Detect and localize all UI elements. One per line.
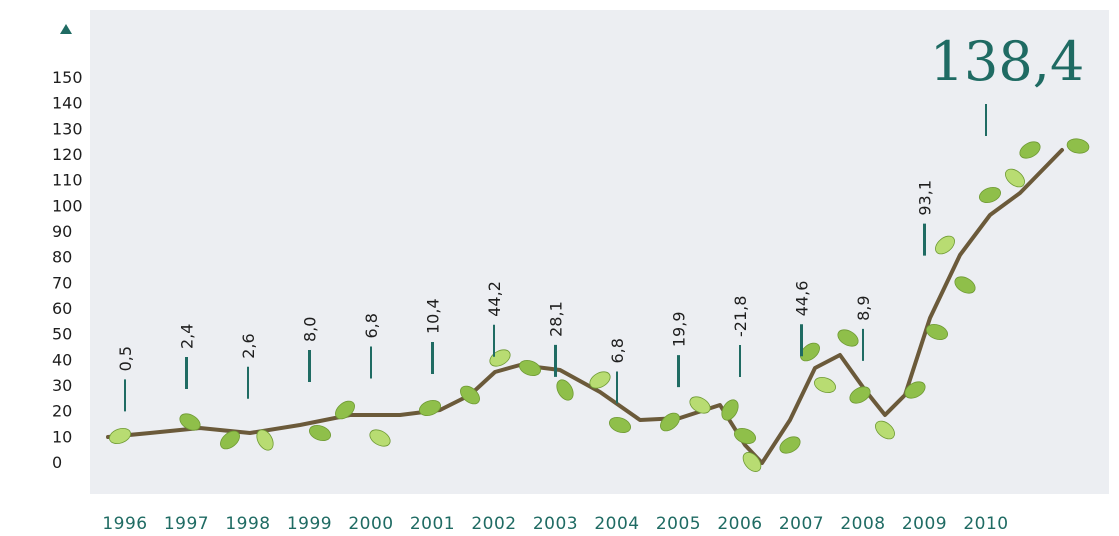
y-tick-label: 10 [52,427,72,446]
leaf [733,428,757,444]
data-label: 8,9 [854,295,873,320]
branch-decoration [106,148,1064,465]
leaf [721,399,739,421]
leaf [904,381,926,399]
x-tick-label: 1996 [102,514,147,534]
data-label: 0,5 [116,346,135,371]
leaf [335,400,355,420]
data-label-highlight: 138,4 [930,30,1085,93]
x-axis: 1996 1997 1998 1999 2000 2001 2002 2003 2004 2005… [102,514,1008,534]
y-tick-label: 0 [52,453,62,472]
leaf [220,430,240,450]
data-label: 44,6 [793,281,812,317]
leaf [742,452,762,472]
y-tick-label: 20 [52,402,72,421]
y-tick-label: 80 [52,248,72,267]
y-axis: 0 10 20 30 40 50 60 70 80 90 100 110 120 130 140 150 [52,68,83,472]
x-tick-label: 2010 [963,514,1008,534]
leaf [660,412,680,432]
data-label: 2,6 [239,333,258,358]
leaf-decorations [108,138,1090,472]
y-tick-label: 30 [52,376,72,395]
x-tick-label: 2003 [533,514,578,534]
leaf [589,371,611,389]
y-tick-label: 50 [52,325,72,344]
x-tick-label: 1999 [287,514,332,534]
leaf [954,276,976,294]
x-tick-label: 2006 [717,514,762,534]
data-label: 10,4 [424,298,443,334]
y-axis-arrow-icon [60,24,72,34]
data-label: 8,0 [301,317,320,342]
data-label: 93,1 [916,180,935,216]
y-tick-label: 60 [52,299,72,318]
leaf [556,379,574,401]
data-label: 6,8 [608,338,627,363]
leaf [518,360,542,376]
y-tick-label: 150 [52,68,83,87]
x-tick-label: 2004 [594,514,639,534]
leaf [308,425,332,441]
leaf [256,429,274,451]
x-tick-label: 2001 [410,514,455,534]
leaf [837,329,859,347]
leaf [875,420,895,440]
branch-stem [106,148,1064,465]
x-tick-label: 1998 [225,514,270,534]
x-tick-label: 2002 [471,514,516,534]
leaf [108,428,132,444]
y-tick-label: 130 [52,119,83,138]
x-tick-label: 2008 [840,514,885,534]
leaf [418,400,442,416]
leaf [460,385,480,405]
data-label: 19,9 [670,312,689,348]
y-tick-label: 90 [52,222,72,241]
y-tick-label: 120 [52,145,83,164]
x-tick-label: 2005 [656,514,701,534]
data-label: 44,2 [485,281,504,317]
leaf [1019,141,1041,159]
data-label: 2,4 [178,324,197,349]
data-label: -21,8 [731,296,750,337]
x-tick-label: 1997 [164,514,209,534]
y-tick-label: 110 [52,171,83,190]
data-label: 28,1 [547,301,566,337]
leaf [1005,168,1025,188]
leaf [689,396,711,414]
leaf [779,436,801,454]
y-tick-label: 140 [52,94,83,113]
x-tick-label: 2007 [779,514,824,534]
leaf [608,417,632,433]
x-tick-label: 2000 [348,514,393,534]
y-tick-label: 100 [52,196,83,215]
leaf [1066,138,1090,154]
data-labels: 0,5 2,4 2,6 8,0 6,8 10,4 44,2 28,1 6,8 19,9 -21,8 4… [116,30,1084,371]
y-tick-label: 40 [52,350,72,369]
leaf [935,235,955,255]
x-tick-label: 2009 [902,514,947,534]
data-markers [124,104,987,412]
leaf [369,429,391,447]
leaf [800,342,820,362]
leaf [849,386,871,404]
leaf [978,187,1002,203]
y-tick-label: 70 [52,273,72,292]
data-label: 6,8 [362,313,381,338]
leaf [179,413,201,431]
leaf [813,377,837,393]
leaf [925,324,949,340]
